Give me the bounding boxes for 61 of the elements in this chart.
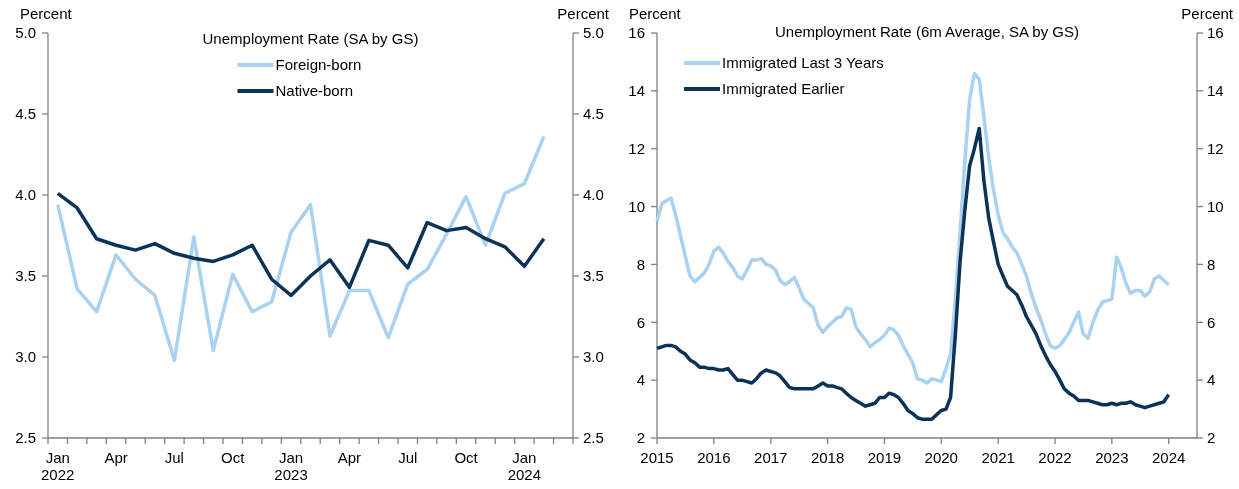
y-tick-label: 4.5 xyxy=(15,105,36,123)
line-series xyxy=(55,134,546,362)
legend-label: Native-born xyxy=(275,82,354,100)
x-tick-label: Oct xyxy=(454,449,479,467)
x-tick-label: 2015 xyxy=(640,449,674,467)
x-tick-label: Jul xyxy=(164,449,184,467)
y2-tick-label: 3.0 xyxy=(583,348,604,366)
y2-tick-label: 12 xyxy=(1207,139,1224,157)
y-tick-label: 3.0 xyxy=(15,348,36,366)
x-tick-label: Jan 2023 xyxy=(274,449,308,483)
x-tick-label: 2017 xyxy=(754,449,788,467)
y2-tick-label: 8 xyxy=(1207,255,1216,273)
line-series xyxy=(655,126,1171,421)
x-tick-label: 2019 xyxy=(867,449,902,467)
y-axis-title: Percent xyxy=(629,5,682,22)
line-series xyxy=(655,71,1171,385)
x-tick-label: Jan 2022 xyxy=(41,449,75,483)
y2-tick-label: 2 xyxy=(1207,429,1216,447)
x-tick-label: 2018 xyxy=(810,449,845,467)
x-tick-label: Jan 2024 xyxy=(507,449,542,483)
x-tick-label: 2020 xyxy=(924,449,958,467)
line-series xyxy=(55,191,546,298)
y-tick-label: 2.5 xyxy=(15,429,36,447)
y2-axis-title: Percent xyxy=(1181,5,1234,22)
y-tick-label: 12 xyxy=(628,139,645,157)
y-tick-label: 3.5 xyxy=(15,267,36,285)
y-tick-label: 6 xyxy=(636,313,645,331)
y-tick-label: 4 xyxy=(636,371,645,389)
y2-tick-label: 4.5 xyxy=(583,105,604,123)
y2-tick-label: 2.5 xyxy=(583,429,604,447)
legend-label: Foreign-born xyxy=(275,56,362,74)
y-tick-label: 5.0 xyxy=(15,24,36,42)
y2-tick-label: 4.0 xyxy=(583,186,604,204)
x-tick-label: 2023 xyxy=(1095,449,1129,467)
y-tick-label: 16 xyxy=(628,24,645,42)
y2-tick-label: 16 xyxy=(1207,24,1224,42)
y2-tick-label: 5.0 xyxy=(583,24,604,42)
y2-tick-label: 4 xyxy=(1207,371,1216,389)
y-tick-label: 4.0 xyxy=(15,186,36,204)
legend-label: Immigrated Last 3 Years xyxy=(722,54,884,72)
y2-tick-label: 6 xyxy=(1207,313,1216,331)
y2-tick-label: 3.5 xyxy=(583,267,604,285)
y2-axis-title: Percent xyxy=(557,5,610,22)
y2-tick-label: 14 xyxy=(1207,82,1224,100)
x-tick-label: Apr xyxy=(104,449,128,467)
x-tick-label: Oct xyxy=(221,449,246,467)
y-tick-label: 10 xyxy=(628,197,645,215)
chart-title: Unemployment Rate (6m Average, SA by GS) xyxy=(774,23,1080,40)
chart-title: Unemployment Rate (SA by GS) xyxy=(202,30,419,47)
x-tick-label: Jul xyxy=(398,449,418,467)
y-tick-label: 2 xyxy=(636,429,645,447)
legend-label: Immigrated Earlier xyxy=(722,80,845,98)
y-tick-label: 8 xyxy=(636,255,645,273)
y2-tick-label: 10 xyxy=(1207,197,1224,215)
x-tick-label: Apr xyxy=(337,449,362,467)
x-tick-label: 2022 xyxy=(1038,449,1072,467)
x-tick-label: 2016 xyxy=(697,449,731,467)
x-tick-label: 2021 xyxy=(981,449,1015,467)
y-tick-label: 14 xyxy=(628,82,645,100)
y-axis-title: Percent xyxy=(20,5,73,22)
x-tick-label: 2024 xyxy=(1151,449,1186,467)
